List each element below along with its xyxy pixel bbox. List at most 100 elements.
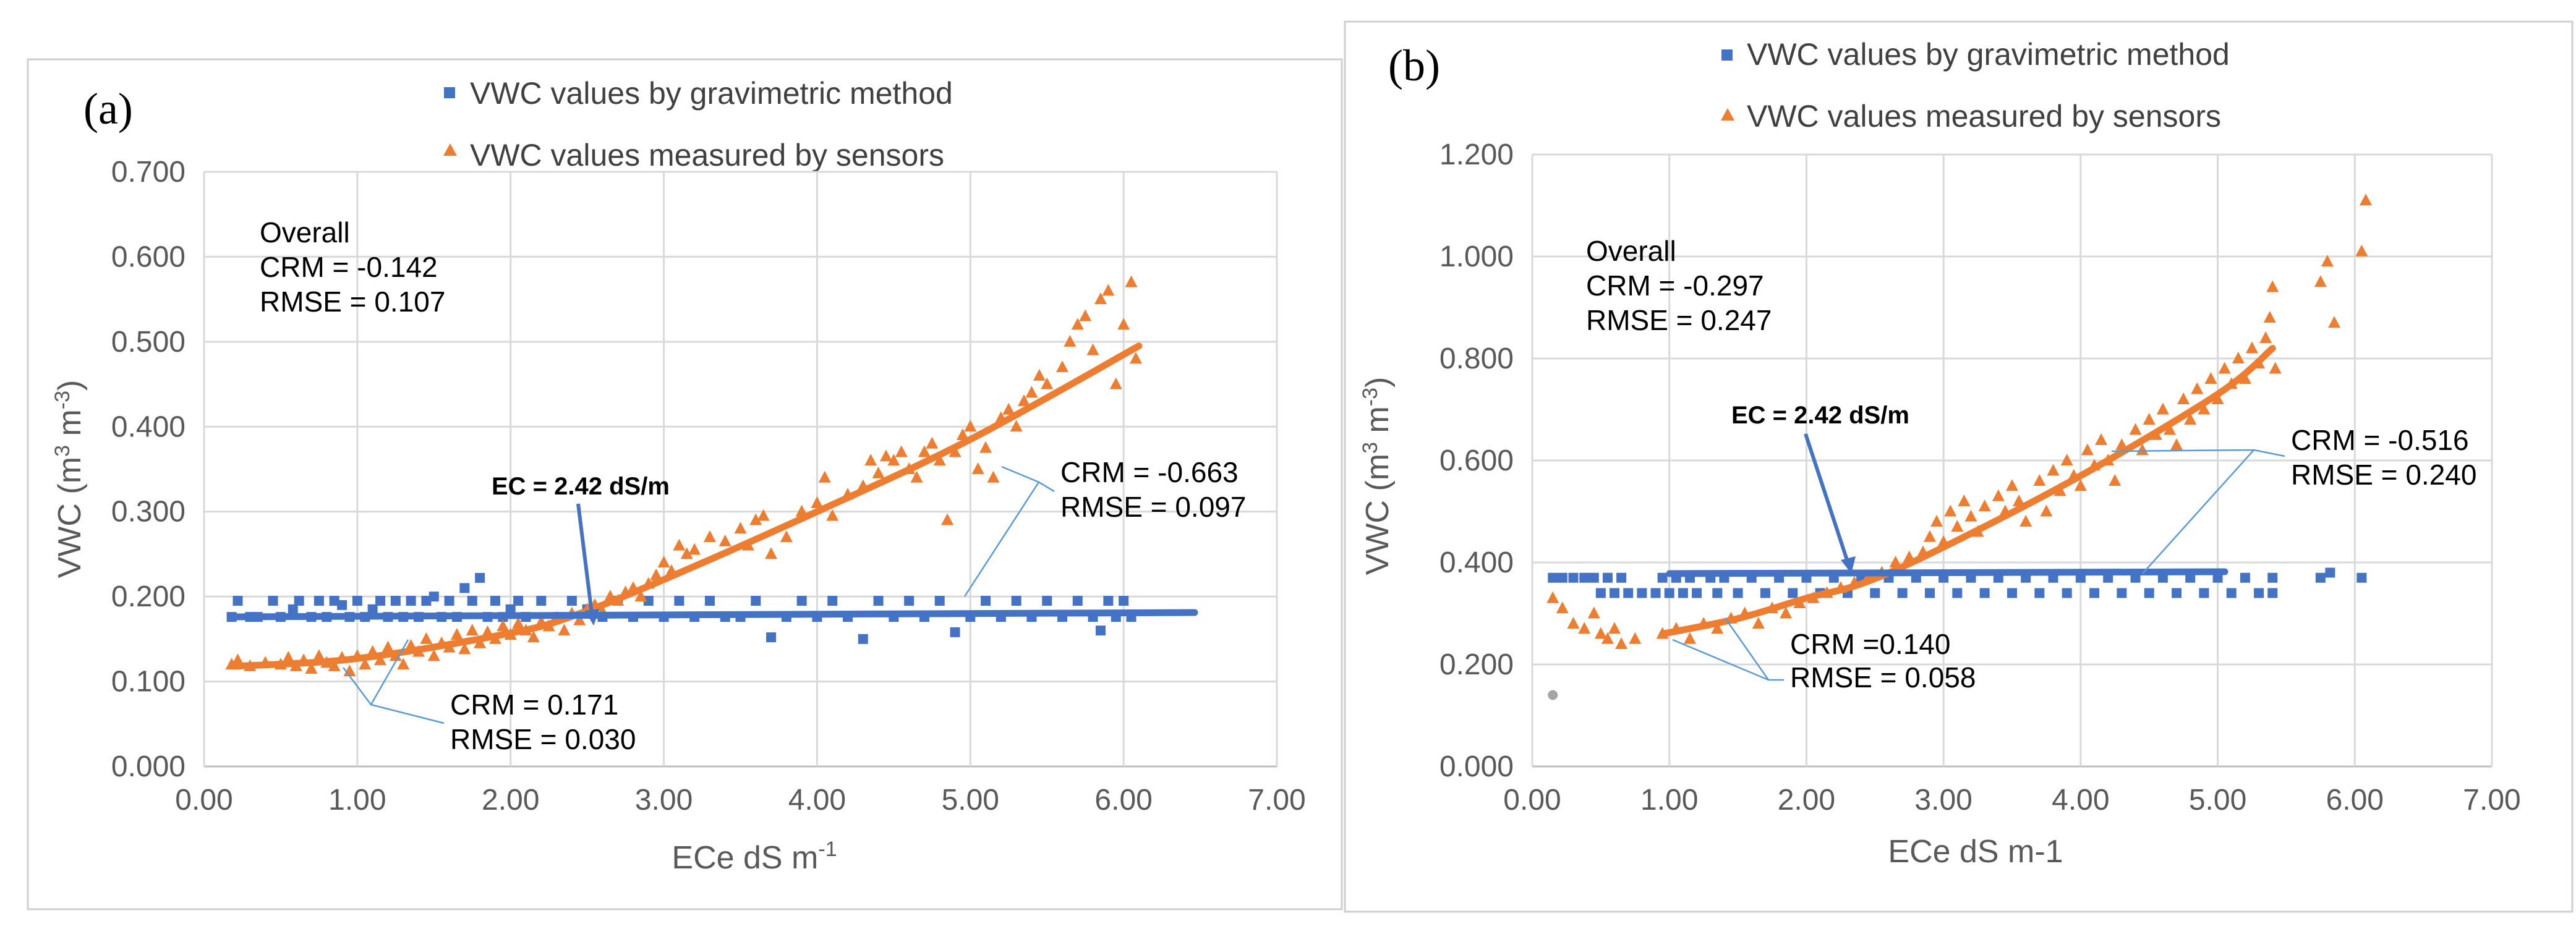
panel-b-gravimetric-point — [1589, 572, 1599, 583]
panel-b-gravimetric-point — [1952, 588, 1963, 598]
panel-b-y-tick-label: 0.400 — [1439, 546, 1514, 579]
panel-b-sensor-point — [2109, 474, 2122, 486]
panel-b-fit-line — [1659, 345, 2276, 637]
panel-b-sensor-point — [2314, 275, 2327, 287]
panel-a-y-axis-label: VWC (m3 m-3) — [51, 380, 88, 579]
panel-a-x-tick-label: 7.00 — [1248, 784, 1305, 817]
panel-a-x-tick-label: 6.00 — [1094, 784, 1152, 817]
panel-a-gravimetric-point — [950, 627, 960, 637]
panel-b-sensor-point — [2191, 382, 2204, 394]
panel-a-sensor-point — [688, 543, 701, 555]
panel-b-x-tick-label: 1.00 — [1640, 784, 1698, 817]
panel-a-gravimetric-point — [444, 596, 454, 606]
panel-b-sensor-point — [2060, 454, 2073, 465]
panel-a-x-tick-label: 2.00 — [482, 784, 539, 817]
panel-b-low-rmse: RMSE = 0.058 — [1790, 661, 1976, 694]
panel-b-high-crm: CRM = -0.516 — [2291, 424, 2469, 456]
panel-a-gravimetric-point — [421, 596, 432, 606]
panel-a-sensor-point — [949, 445, 962, 457]
panel-a-sensor-point — [895, 445, 908, 457]
panel-a-sensor-point — [941, 513, 954, 525]
panel-a-sensor-point — [1117, 318, 1130, 330]
panel-b-sensor-point — [1951, 520, 1964, 532]
panel-a-gravimetric-point — [329, 596, 339, 606]
panel-a-sensor-point — [650, 568, 663, 580]
panel-a-sensor-point — [673, 538, 686, 551]
panel-a-sensor-point — [757, 509, 770, 521]
panel-a-gravimetric-point — [674, 596, 685, 606]
panel-a-sensor-point — [282, 651, 295, 663]
panel-b-gravimetric-point — [1733, 588, 1743, 598]
panel-a-legend-sensor-label: VWC values measured by sensors — [470, 138, 944, 172]
panel-a-gravimetric-point — [1119, 596, 1129, 606]
panel-a-sensor-point — [1025, 386, 1038, 398]
panel-b-gravimetric-point — [1637, 588, 1647, 598]
panel-b-sensor-point — [2177, 392, 2190, 404]
panel-a-sensor-point — [680, 547, 693, 559]
panel-b-ec-threshold-arrow — [1804, 433, 1851, 566]
panel-b: (b) VWC values by gravimetric method VWC… — [1344, 20, 2574, 913]
panel-a-sensor-point — [887, 454, 900, 466]
panel-b-sensor-point — [2006, 479, 2018, 491]
panel-b-outlier-series — [1548, 690, 1558, 700]
panel-a-gravimetric-point — [406, 596, 416, 606]
panel-a-high-leader — [963, 465, 1055, 597]
panel-a-sensor-point — [1079, 309, 1092, 321]
panel-a-gravimetric-point — [904, 596, 915, 606]
panel-b-sensor-point — [2143, 413, 2156, 425]
panel-a-sensor-point — [749, 513, 762, 525]
panel-a-gravimetric-point — [643, 596, 654, 606]
panel-b-gravimetric-point — [1602, 572, 1613, 583]
panel-a-sensor-point — [397, 658, 410, 670]
panel-b-gravimetric-point — [2356, 572, 2367, 583]
panel-a-x-tick-label: 0.00 — [175, 784, 232, 817]
panel-b-sensor-point — [2246, 341, 2258, 354]
panel-a-high-rmse: RMSE = 0.097 — [1060, 491, 1246, 523]
panel-a-gravimetric-point — [467, 596, 477, 606]
panel-a-gravimetric-trendline — [230, 609, 1198, 621]
panel-b-sensor-point — [2259, 331, 2272, 343]
panel-a-label: (a) — [83, 84, 133, 134]
panel-a-sensor-point — [382, 640, 395, 653]
panel-b-gravimetric-point — [2240, 572, 2250, 583]
panel-b-sensor-point — [2136, 443, 2149, 456]
panel-b-gravimetric-point — [2007, 588, 2017, 598]
panel-a-sensor-point — [979, 441, 992, 453]
panel-a-y-tick-label: 0.100 — [111, 666, 186, 698]
panel-b-gravimetric-point — [1678, 588, 1688, 598]
panel-a-sensor-point — [734, 522, 747, 534]
panel-b-y-tick-label: 1.200 — [1439, 138, 1514, 171]
panel-a-overall-rmse: RMSE = 0.107 — [260, 286, 445, 318]
panel-b-x-tick-label: 4.00 — [2052, 784, 2109, 817]
panel-b-gravimetric-point — [2226, 588, 2237, 598]
panel-a-low-annotation: CRM = 0.171 RMSE = 0.030 — [450, 689, 636, 755]
panel-b-gravimetric-point — [1623, 588, 1634, 598]
panel-a-sensor-point — [780, 530, 793, 542]
panel-a-x-ticks: 0.00 1.00 2.00 3.00 4.00 5.00 6.00 7.00 — [175, 784, 1305, 817]
panel-a-sensor-point — [910, 470, 923, 483]
panel-b-sensor-point — [2129, 423, 2142, 435]
panel-a-sensor-point — [818, 470, 831, 483]
panel-b-overall-rmse: RMSE = 0.247 — [1586, 304, 1772, 336]
panel-b-overall-annotation: Overall CRM = -0.297 RMSE = 0.247 — [1586, 235, 1772, 336]
panel-a-sensor-point — [1125, 275, 1138, 287]
panel-a-sensor-point — [1071, 318, 1084, 330]
panel-a-gravimetric-point — [313, 596, 324, 606]
panel-a-y-tick-label: 0.700 — [111, 156, 186, 189]
panel-a-sensor-point — [956, 428, 969, 441]
panel-a-sensor-point — [634, 590, 647, 602]
panel-b-y-ticks: 0.000 0.200 0.400 0.600 0.800 1.000 1.200 — [1439, 138, 1514, 783]
panel-b-x-axis-label: ECe dS m-1 — [1888, 834, 2063, 870]
panel-a-sensor-point — [826, 509, 839, 521]
panel-b-sensor-point — [2218, 362, 2231, 374]
panel-b-sensor-point — [2355, 244, 2368, 257]
panel-b-gravimetric-point — [1595, 588, 1606, 598]
panel-a-gravimetric-point — [294, 596, 304, 606]
panel-b-sensor-point — [2328, 316, 2341, 328]
panel-b-sensor-point — [1601, 632, 1614, 644]
panel-b-gravimetric-point — [2117, 588, 2127, 598]
panel-b-gravimetric-point — [2212, 572, 2223, 583]
panel-a-gravimetric-point — [459, 583, 470, 593]
panel-a-sensor-point — [420, 632, 433, 644]
panel-b-gravimetric-point — [1692, 588, 1702, 598]
